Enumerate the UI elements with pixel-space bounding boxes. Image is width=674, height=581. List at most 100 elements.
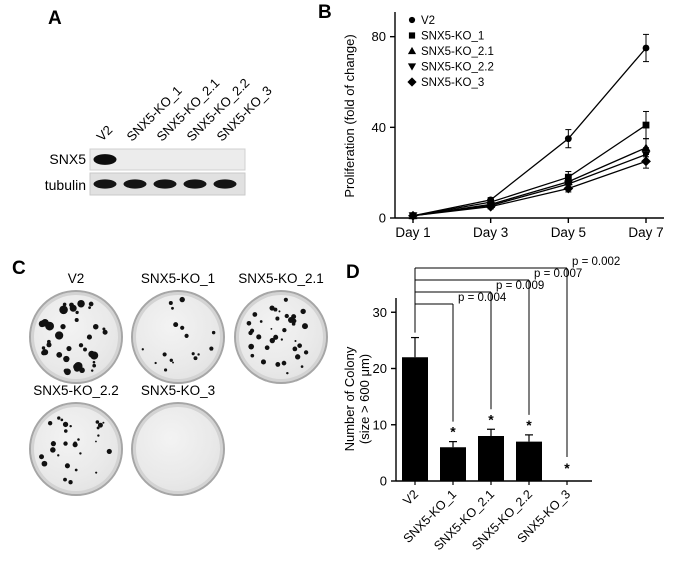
panel-c-label: C (12, 258, 26, 279)
colony-dot (64, 368, 71, 376)
colony-dot (68, 480, 73, 485)
colony-dot (154, 361, 157, 365)
bar (478, 436, 504, 481)
colony-dot (50, 441, 56, 447)
colony-dot (63, 477, 67, 482)
square-marker (564, 173, 572, 181)
colony-dot (69, 424, 72, 428)
colony-dot (294, 340, 297, 343)
colony-dot (63, 429, 68, 433)
colony-dot (259, 320, 263, 323)
colony-dot (106, 448, 112, 455)
panel-d-label: D (346, 262, 360, 283)
colony-dots (133, 404, 223, 494)
dish-label: V2 (67, 271, 85, 286)
blot-row-label-tubulin: tubulin (45, 177, 86, 193)
x-tick-label: Day 5 (551, 225, 586, 240)
colony-dots (39, 416, 112, 485)
p-value-label: p = 0.009 (496, 280, 544, 292)
colony-dot (93, 323, 99, 330)
colony-dot (282, 327, 287, 333)
bar (402, 357, 428, 481)
p-value-label: p = 0.004 (458, 292, 507, 304)
colony-dot (64, 463, 70, 469)
colony-dot (47, 339, 51, 344)
colony-dot (281, 360, 287, 366)
colony-dot (66, 345, 72, 352)
panel-a-svg: A V2 SNX5-KO_1 SNX5-KO_2.1 SNX5-KO_2.2 S… (45, 8, 275, 196)
blot-bands (93, 154, 237, 189)
colony-dot (288, 317, 294, 323)
colony-dot (284, 313, 289, 319)
diamond-marker (641, 156, 651, 167)
colony-dot (79, 452, 82, 455)
blot-row-label-snx5: SNX5 (49, 151, 86, 167)
tubulin-band (93, 179, 117, 189)
colony-dot (96, 426, 100, 430)
colony-dot (90, 369, 94, 372)
colony-dot (62, 421, 69, 428)
colony-dot (141, 348, 144, 351)
colony-dot (42, 349, 49, 356)
colony-dot (294, 354, 301, 360)
colony-dot (79, 367, 85, 374)
colony-dot (209, 346, 214, 351)
bar (440, 447, 466, 481)
y-tick-label: 80 (372, 29, 386, 44)
colony-dot (172, 361, 174, 364)
colony-dot (63, 441, 68, 446)
bar (516, 441, 542, 481)
panel-b-label: B (318, 2, 332, 23)
colony-dot (41, 346, 46, 350)
colony-dot (57, 454, 60, 457)
colony-dot (269, 337, 275, 344)
colony-dot (275, 316, 280, 321)
colony-dot (74, 318, 79, 323)
colony-dot (62, 302, 67, 307)
series-line (412, 47, 647, 217)
legend-label: SNX5-KO_3 (421, 77, 484, 89)
colony-dot (92, 363, 97, 368)
significance-asterisk: * (488, 411, 494, 427)
diamond-marker (408, 210, 418, 221)
colony-dot (169, 358, 173, 362)
lane-label: V2 (94, 122, 116, 144)
colony-dot (193, 356, 198, 361)
colony-dot (95, 440, 97, 443)
colony-dot (97, 422, 103, 428)
proliferation-chart: 0 40 80 Day 1 Day 3 Day 5 Day 7 Proliferation (… (342, 12, 664, 240)
dish (234, 290, 328, 384)
colony-dot (275, 361, 281, 367)
colony-dot (59, 305, 68, 315)
square-marker (642, 121, 650, 129)
colony-dot (60, 418, 64, 422)
colony-dot (41, 319, 49, 327)
colony-dot (164, 368, 168, 372)
colony-dot (191, 352, 195, 356)
colony-dots (246, 297, 309, 375)
y-axis-title-2: (size > 600 μm) (357, 354, 372, 444)
square-marker (408, 32, 416, 39)
tubulin-band (123, 179, 147, 189)
colony-dot (162, 352, 167, 357)
p-value-label: p = 0.007 (534, 268, 582, 280)
dish-label: SNX5-KO_2.2 (33, 383, 119, 398)
colony-dot (102, 329, 108, 335)
colony-dot (78, 343, 84, 348)
colony-dot (260, 359, 267, 365)
colony-dot (74, 468, 78, 472)
series-line (412, 160, 647, 217)
y-tick-label: 0 (380, 474, 387, 489)
y-axis-title: Proliferation (fold of change) (342, 34, 357, 197)
x-tick-label: Day 3 (473, 225, 508, 240)
colony-dot (97, 434, 100, 437)
circle-marker (408, 16, 416, 24)
dish (131, 290, 225, 384)
colony-dot (102, 327, 106, 331)
colony-dot (252, 312, 258, 317)
triangle-up-marker (407, 46, 417, 55)
diamond-marker (407, 77, 417, 87)
circle-marker (564, 135, 572, 143)
series-line (412, 124, 647, 217)
